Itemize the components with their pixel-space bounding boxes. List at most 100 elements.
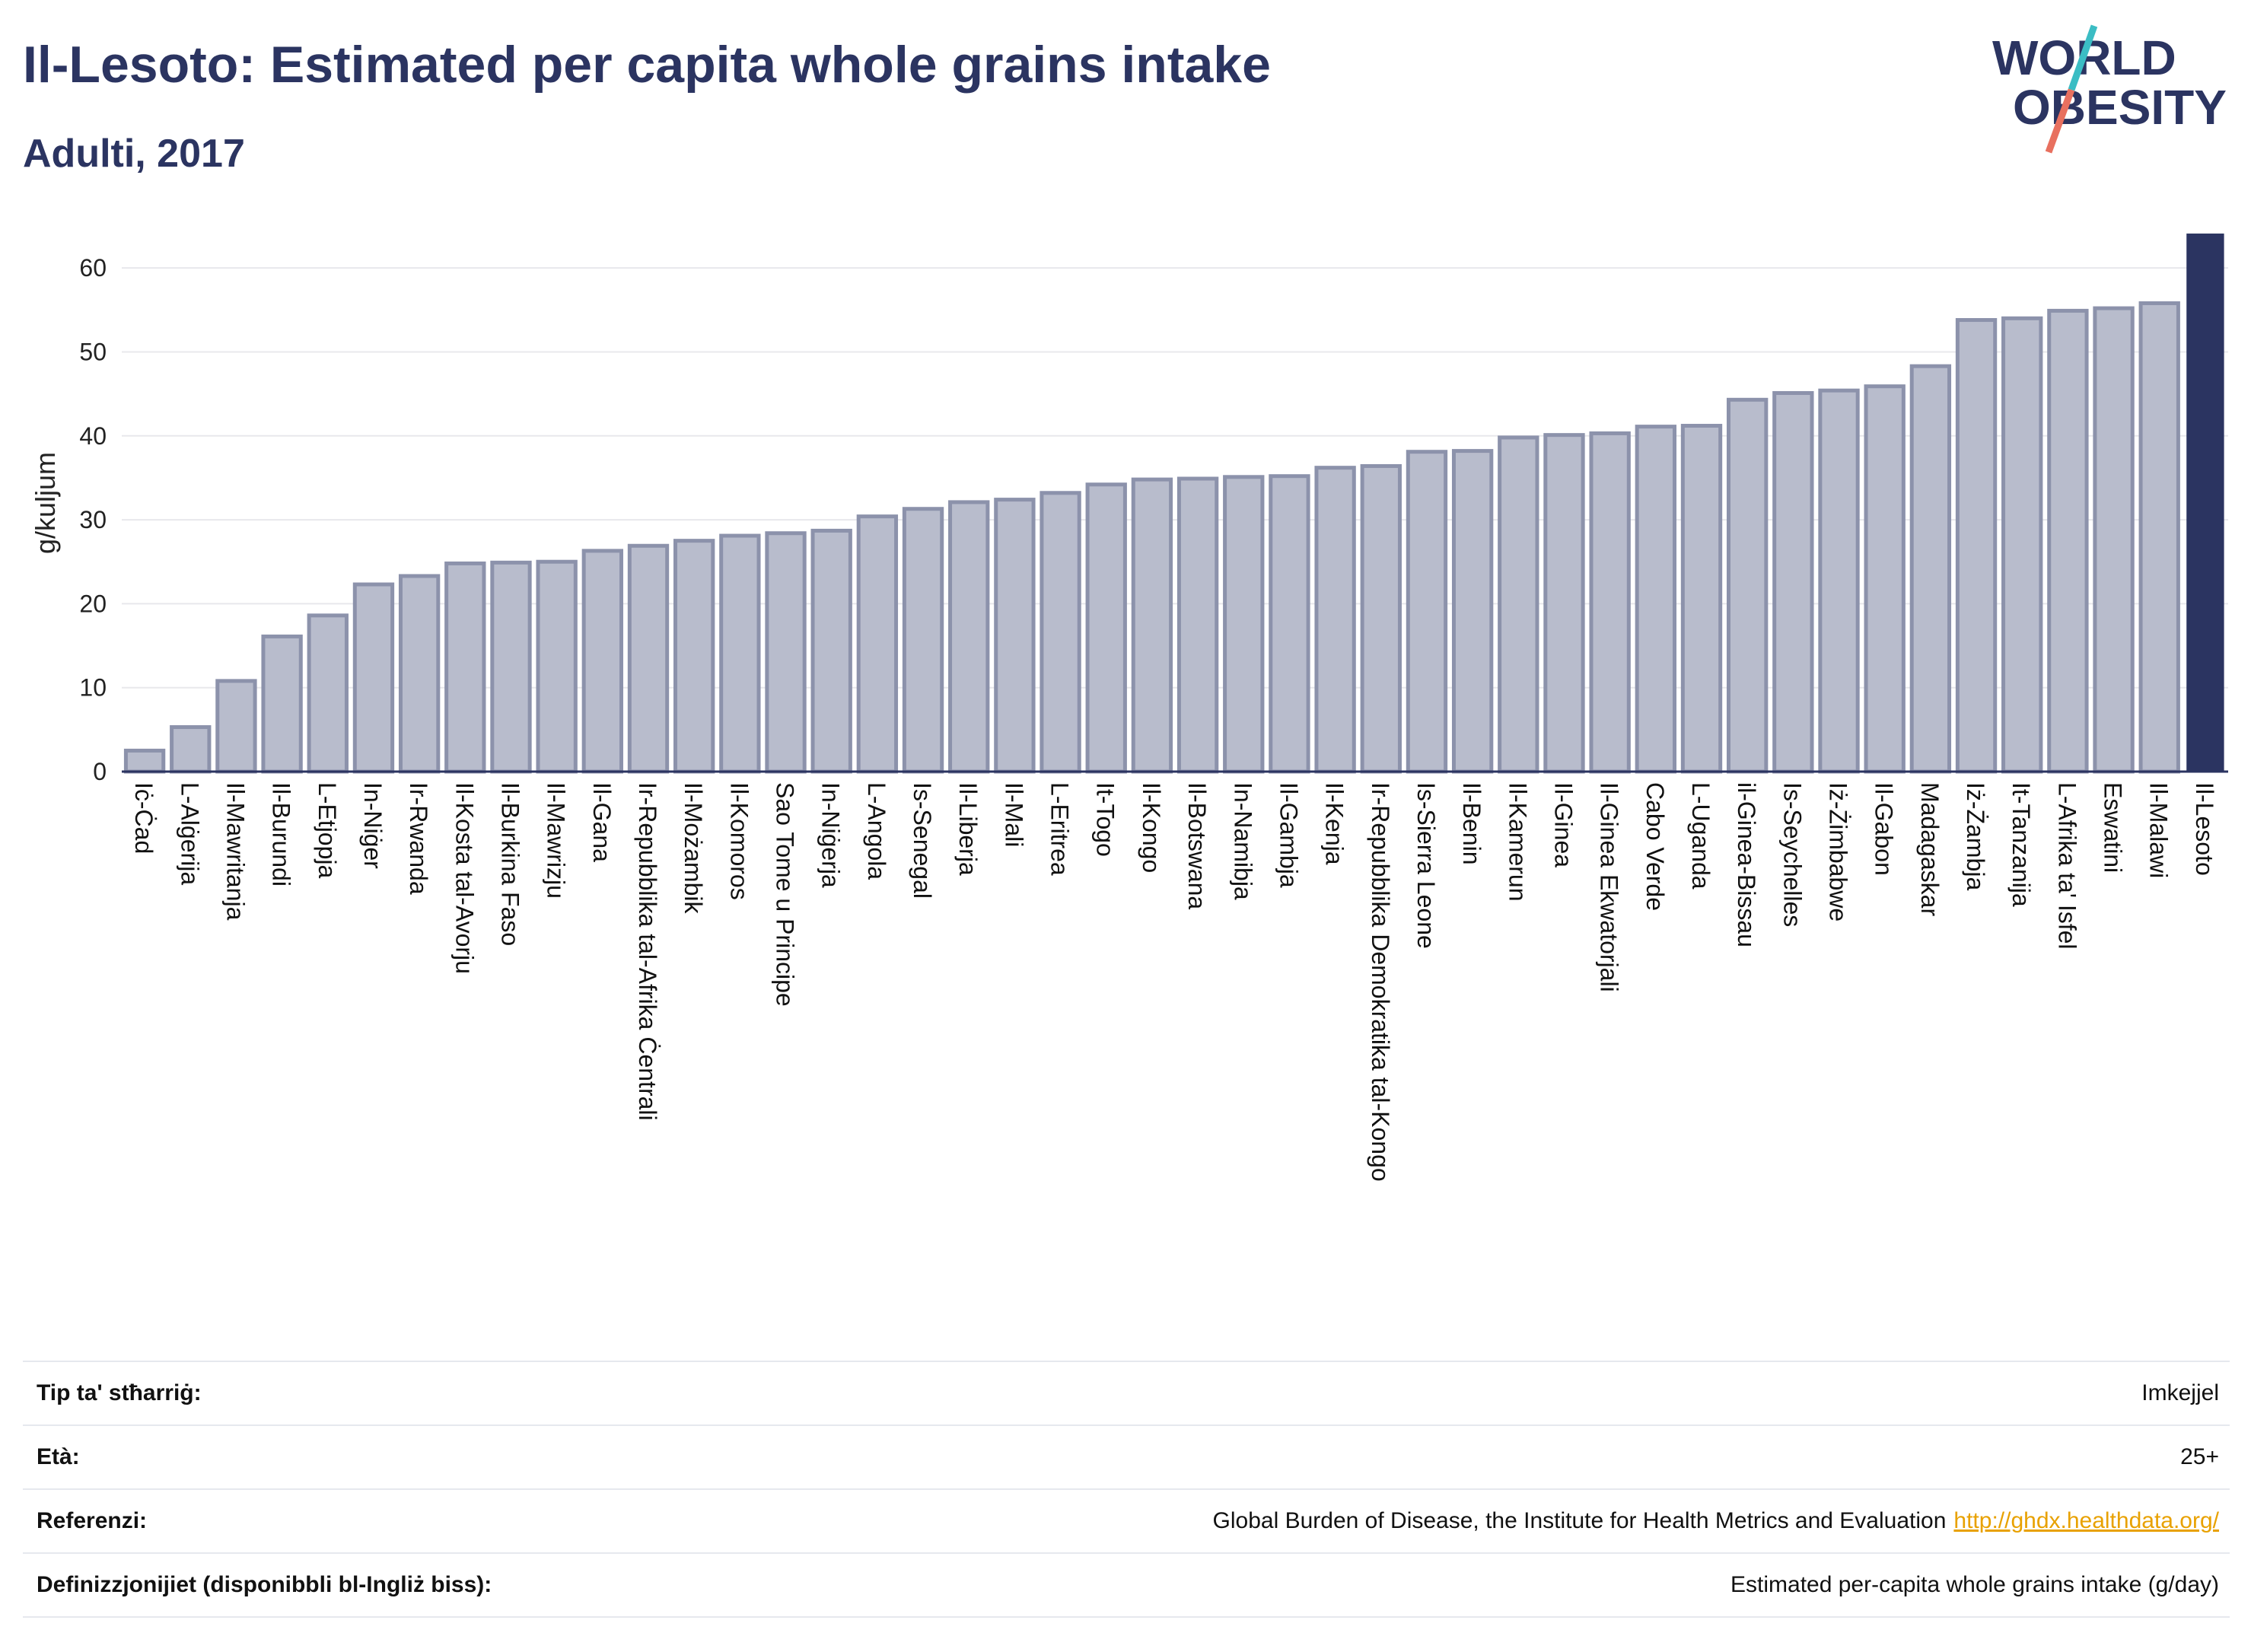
bar — [536, 559, 578, 774]
x-tick-label: Il-Ginea Ekwatorjali — [1596, 782, 1623, 992]
x-tick-label: It-Tanzanija — [2007, 782, 2035, 907]
bar — [2186, 233, 2224, 772]
bar — [2047, 308, 2089, 774]
x-tick-label: L-Etjopja — [314, 782, 341, 879]
footer-value-wrap: Global Burden of Disease, the Institute … — [1213, 1508, 2230, 1534]
x-tick-label: Il-Gabon — [1871, 782, 1898, 876]
x-tick-label: Il-Mawrizju — [543, 782, 570, 899]
bar — [765, 531, 807, 774]
x-tick-label: Eswatini — [2100, 782, 2127, 873]
y-tick-label: 50 — [79, 338, 107, 365]
bar — [902, 507, 944, 774]
footer-label: Età: — [37, 1444, 80, 1469]
x-tick-label: Il-Botswana — [1183, 782, 1211, 909]
footer-label: Definizzjonijiet (disponibbli bl-Ingliż … — [37, 1572, 492, 1597]
x-tick-label: Is-Senegal — [909, 782, 936, 899]
y-tick-label: 30 — [79, 506, 107, 533]
y-tick-label: 20 — [79, 590, 107, 617]
bar — [1451, 449, 1494, 774]
bar — [1543, 433, 1585, 774]
footer-value: Global Burden of Disease, the Institute … — [1212, 1508, 1947, 1533]
y-tick-label: 40 — [79, 422, 107, 450]
bar — [261, 634, 303, 774]
footer-value: Imkejjel — [2141, 1380, 2219, 1405]
bar — [398, 574, 441, 774]
bar — [352, 582, 395, 774]
footer-row-age: Età: 25+ — [23, 1424, 2230, 1488]
bar — [1680, 424, 1723, 774]
bar — [170, 725, 212, 774]
x-tick-label: L-Uganda — [1687, 782, 1715, 890]
x-tick-label: Iċ-Ċad — [130, 782, 158, 854]
footer-row-references: Referenzi: Global Burden of Disease, the… — [23, 1488, 2230, 1552]
x-tick-label: Il-Możambik — [680, 782, 707, 914]
footer-row-definitions: Definizzjonijiet (disponibbli bl-Ingliż … — [23, 1552, 2230, 1618]
x-tick-label: Il-Malawi — [2145, 782, 2173, 878]
x-tick-label: Madagaskar — [1916, 782, 1944, 916]
bar — [490, 560, 532, 774]
bar — [444, 561, 486, 774]
x-tick-label: Il-Burkina Faso — [496, 782, 524, 946]
x-tick-label: Il-Lesoto — [2191, 782, 2218, 876]
footer-value: 25+ — [2180, 1444, 2219, 1469]
x-tick-label: Il-Mali — [1000, 782, 1027, 847]
x-tick-label: L-Alġerija — [176, 782, 203, 885]
x-tick-label: Il-Komoros — [725, 782, 753, 900]
logo-slash-teal — [2068, 24, 2098, 91]
x-tick-label: Il-Kamerun — [1504, 782, 1531, 902]
x-tick-label: Il-Gambja — [1275, 782, 1302, 888]
bar — [1269, 474, 1310, 774]
bar — [673, 539, 715, 774]
footer-label: Tip ta' stħarriġ: — [37, 1380, 202, 1405]
bar — [994, 498, 1036, 774]
x-tick-label: Il-Mawritanja — [221, 782, 249, 921]
x-tick-label: In-Niġerja — [817, 782, 845, 888]
bar — [1085, 482, 1127, 774]
bar — [719, 533, 761, 774]
x-tick-label: Il-Liberja — [954, 782, 982, 876]
x-tick-label: Il-Ginea — [1549, 782, 1577, 867]
bar — [1360, 463, 1402, 774]
bar — [215, 679, 257, 774]
bar — [1498, 435, 1539, 774]
bar — [810, 528, 852, 774]
footer-row-survey-type: Tip ta' stħarriġ: Imkejjel — [23, 1361, 2230, 1424]
x-tick-label: L-Angola — [863, 782, 890, 880]
x-tick-label: Cabo Verde — [1641, 782, 1669, 911]
x-tick-label: L-Afrika ta' Isfel — [2053, 782, 2081, 950]
bar — [2093, 306, 2135, 774]
bar — [1864, 384, 1906, 774]
chart-subtitle: Adulti, 2017 — [23, 132, 245, 176]
x-tick-label: Ir-Repubblika Demokratika tal-Kongo — [1367, 782, 1394, 1182]
x-tick-label: Il-Kosta tal-Avorju — [451, 782, 478, 974]
bar — [948, 500, 990, 774]
bar — [1772, 390, 1814, 774]
x-tick-label: Iż-Żambja — [1962, 782, 1989, 890]
bar — [1909, 364, 1952, 774]
x-tick-label: Is-Seychelles — [1778, 782, 1806, 927]
x-tick-label: Il-Burundi — [268, 782, 295, 886]
x-tick-label: Il-Gana — [588, 782, 616, 862]
y-tick-label: 10 — [79, 674, 107, 702]
bar — [1176, 476, 1219, 774]
bar-chart: 0 10 20 30 40 50 60 g/kuljum Iċ-Ċad L-Alġerija Il-… — [30, 233, 2228, 1182]
bar — [1635, 425, 1676, 774]
reference-link[interactable]: http://ghdx.healthdata.org/ — [1953, 1508, 2219, 1533]
x-tick-label: Sao Tome u Principe — [772, 782, 799, 1007]
bar — [2138, 301, 2180, 774]
y-axis-label: g/kuljum — [30, 452, 61, 554]
x-tick-label: Il-Kenja — [1321, 782, 1348, 865]
bar — [123, 748, 166, 774]
bar — [1589, 431, 1631, 774]
bar — [1406, 450, 1448, 774]
x-tick-label: Iż-Żimbabwe — [1825, 782, 1852, 921]
x-tick-label: In-Namibja — [1229, 782, 1256, 900]
logo-line2: OBESITY — [2013, 80, 2227, 135]
bar — [581, 549, 623, 774]
x-tick-label: Ir-Rwanda — [405, 782, 432, 895]
chart-title: Il-Lesoto: Estimated per capita whole gr… — [23, 36, 1271, 94]
y-tick-label: 60 — [79, 254, 107, 282]
y-tick-label: 0 — [93, 758, 107, 785]
x-tick-label: Il-Kongo — [1138, 782, 1165, 873]
bar — [856, 514, 899, 774]
